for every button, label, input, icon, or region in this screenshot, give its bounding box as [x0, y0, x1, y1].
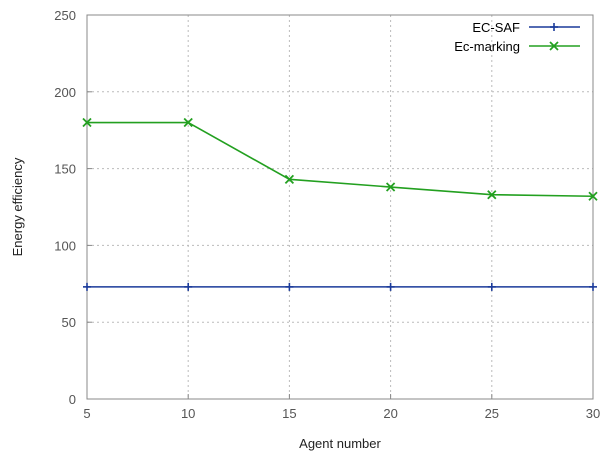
data-point [386, 282, 395, 291]
x-axis-ticks: 5 10 15 20 25 30 [83, 394, 600, 421]
data-point [83, 282, 91, 291]
y-tick-label: 150 [54, 162, 76, 177]
data-point [589, 282, 597, 291]
x-tick-label: 5 [83, 406, 90, 421]
data-point [82, 117, 92, 128]
legend-marker [550, 23, 558, 31]
data-point [588, 191, 598, 201]
x-tick-label: 10 [181, 406, 195, 421]
legend-marker [549, 41, 559, 51]
x-tick-label: 15 [282, 406, 296, 421]
x-axis-label: Agent number [299, 436, 381, 451]
series-0 [83, 282, 597, 291]
data-point [487, 282, 496, 291]
data-point [184, 282, 193, 291]
grid-lines [87, 15, 593, 399]
data-point [487, 190, 497, 200]
data-point [183, 117, 193, 128]
legend-label: Ec-marking [454, 39, 520, 54]
x-tick-label: 30 [586, 406, 600, 421]
data-point [385, 182, 396, 192]
series-line [87, 121, 594, 198]
y-tick-label: 200 [54, 85, 76, 100]
data-point [284, 174, 295, 184]
y-axis-label: Energy efficiency [10, 157, 25, 256]
y-tick-label: 250 [54, 8, 76, 23]
x-tick-label: 25 [485, 406, 499, 421]
legend: EC-SAF Ec-marking [454, 20, 580, 54]
legend-item: EC-SAF [472, 20, 580, 35]
series-1 [82, 117, 598, 201]
x-tick-label: 20 [383, 406, 397, 421]
y-tick-label: 100 [54, 238, 76, 253]
data-point [285, 282, 294, 291]
y-tick-label: 0 [69, 392, 76, 407]
legend-item: Ec-marking [454, 39, 580, 54]
y-axis-ticks: 0 50 100 150 200 250 [54, 8, 92, 407]
series-layer [82, 117, 598, 291]
plot-frame [86, 14, 594, 400]
y-tick-label: 50 [62, 315, 76, 330]
legend-label: EC-SAF [472, 20, 520, 35]
